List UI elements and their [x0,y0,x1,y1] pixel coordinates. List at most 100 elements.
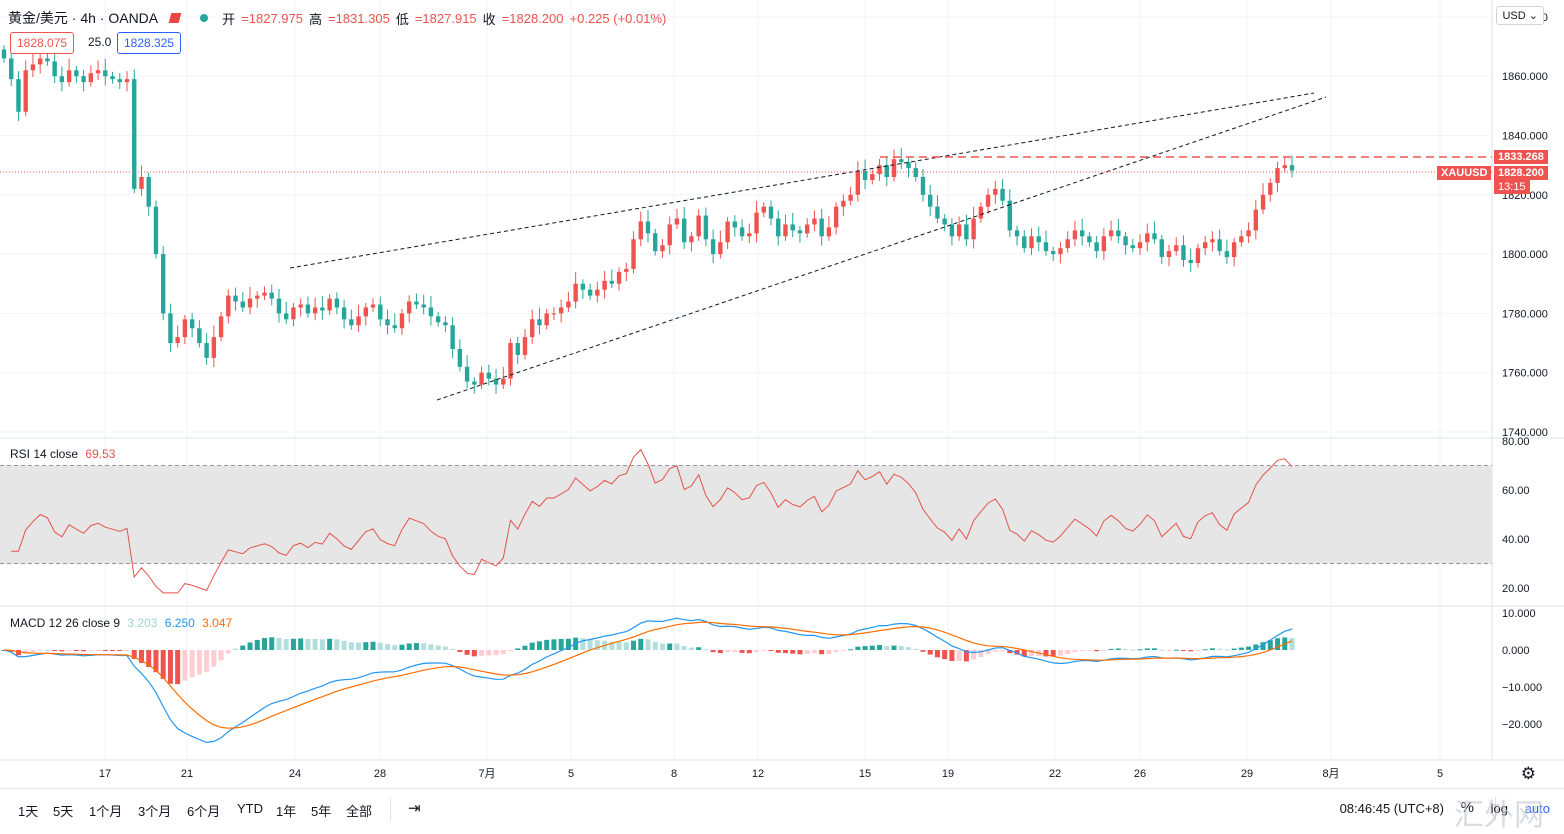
sell-price-button[interactable]: 1828.075 [10,32,75,54]
candle [1123,236,1128,246]
candle [341,307,347,320]
candle [703,215,709,240]
macd-histogram-bar [341,640,347,650]
macd-histogram-bar [153,650,159,673]
currency-selector[interactable]: USD ⌄ [1496,6,1544,25]
range-6m[interactable]: 6个月 [187,804,221,819]
time-tick-label: 8月 [1322,768,1339,780]
settings-gear-icon[interactable]: ⚙ [1520,764,1536,783]
candle [1137,242,1143,249]
macd-histogram-bar [1130,649,1136,651]
macd-signal-value: 3.047 [202,616,233,630]
macd-histogram-bar [1253,644,1259,650]
macd-histogram-bar [522,645,528,650]
bottom-toolbar: 1天 5天 1个月 3个月 6个月 YTD 1年 5年 全部 ⇥ 08:46:4… [0,788,1564,832]
macd-histogram-bar [725,650,731,653]
macd-histogram-bar [703,649,709,651]
range-5d[interactable]: 5天 [53,804,74,819]
macd-histogram-bar [385,644,391,650]
macd-histogram-bar [746,650,752,654]
log-toggle[interactable]: log [1490,801,1508,816]
range-1y[interactable]: 1年 [276,804,297,819]
candle [66,70,72,83]
candle [855,171,861,195]
candle [508,343,513,379]
price-tick-label: 1780.000 [1502,308,1548,320]
candle [421,304,426,308]
macd-histogram-bar [30,650,36,653]
macd-tick-label: 0.000 [1502,645,1530,657]
candle [298,304,303,308]
macd-histogram-bar [204,650,210,672]
candle [1188,260,1193,263]
candle [768,206,774,219]
toolbar-divider-right [1495,797,1496,821]
candle [284,313,289,320]
buy-price-button[interactable]: 1828.325 [117,32,182,54]
macd-histogram-bar [1029,650,1035,657]
rsi-tick-label: 80.00 [1502,436,1530,448]
candle [754,212,759,234]
candle [812,218,817,225]
candle [906,162,911,169]
candle [1159,239,1164,258]
symbol-title[interactable]: 黄金/美元 · 4h · OANDA [8,10,159,26]
candle [841,200,846,207]
macd-histogram-bar [1275,638,1281,650]
time-tick-label: 24 [289,768,301,780]
macd-histogram-bar [269,637,275,650]
macd-histogram-bar [934,650,940,658]
goto-date-icon[interactable]: ⇥ [408,800,421,817]
percent-toggle[interactable]: % [1460,799,1474,816]
macd-histogram-bar [1021,650,1027,657]
candle [1145,233,1150,243]
candle [833,206,839,228]
macd-histogram-bar [356,642,362,650]
macd-histogram-bar [580,638,586,650]
time-tick-label: 15 [859,768,871,780]
candle [566,301,571,308]
candle [52,61,57,77]
candle [146,177,151,207]
chart-canvas[interactable]: 1880.0001860.0001840.0001820.0001800.000… [0,0,1564,788]
range-5y[interactable]: 5年 [311,804,332,819]
alert-price-tag: 1833.268 [1494,150,1548,164]
range-3m[interactable]: 3个月 [138,804,172,819]
candle [435,316,441,323]
range-1m[interactable]: 1个月 [89,804,123,819]
range-ytd[interactable]: YTD [237,801,263,816]
macd-histogram-bar [1202,649,1208,651]
range-all[interactable]: 全部 [346,804,373,819]
candle [153,206,159,255]
macd-histogram-bar [1137,649,1143,651]
candle [696,215,701,237]
macd-histogram-bar [797,650,803,655]
time-tick-label: 8 [671,768,677,780]
candle [653,233,658,252]
macd-histogram-bar [131,650,137,660]
candle [1000,188,1005,201]
auto-toggle[interactable]: auto [1524,801,1550,816]
macd-histogram-bar [609,641,615,650]
macd-histogram-bar [428,644,434,650]
market-status-icon [200,14,209,22]
macd-histogram-bar [442,646,448,650]
candle [262,292,267,296]
clock[interactable]: 08:46:45 (UTC+8) [1339,801,1444,816]
macd-histogram-bar [1217,648,1223,650]
macd-histogram-bar [905,647,911,650]
candle [414,301,419,305]
macd-histogram-bar [1188,650,1194,652]
macd-histogram-bar [1180,650,1186,651]
range-1d[interactable]: 1天 [18,804,39,819]
candle [891,159,897,178]
candle [783,224,788,237]
macd-histogram-bar [1086,650,1092,651]
macd-histogram-bar [1267,640,1273,650]
candle [45,58,50,62]
flag-icon [168,13,182,23]
candle [1130,245,1136,249]
candle [826,227,832,237]
macd-histogram-bar [754,650,760,652]
macd-tick-label: −20.000 [1502,719,1542,731]
